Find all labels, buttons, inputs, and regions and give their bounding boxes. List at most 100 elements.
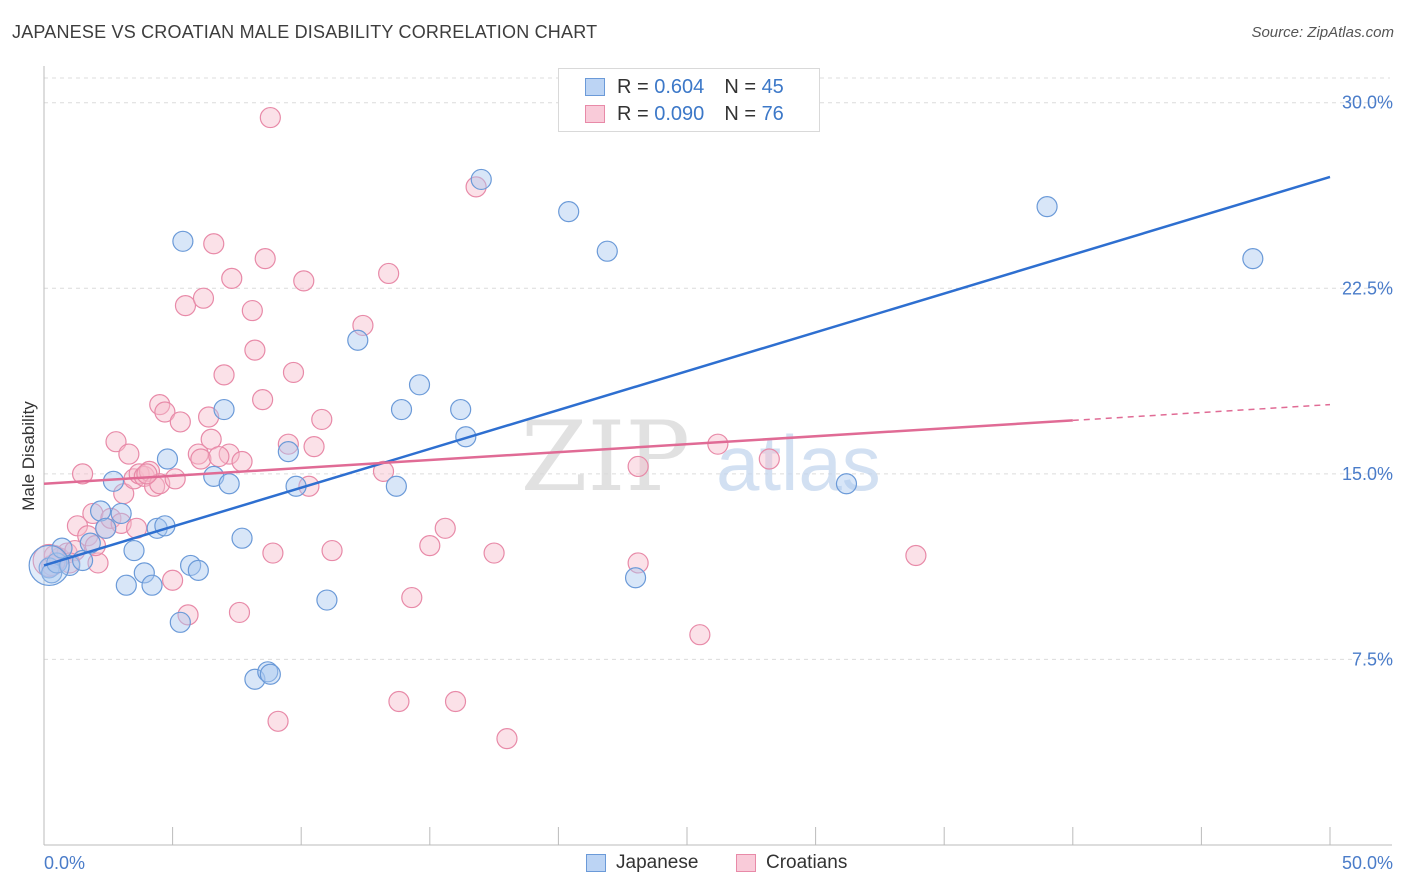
- legend-n-label: N =: [724, 102, 762, 125]
- japanese-point: [231, 527, 253, 549]
- croatians-point: [169, 411, 191, 433]
- japanese-point: [187, 559, 209, 581]
- japanese-point: [115, 574, 137, 596]
- croatians-point: [262, 542, 284, 564]
- y-axis-label: Male Disability: [19, 401, 38, 511]
- croatians-point: [259, 106, 281, 129]
- croatians-point: [177, 604, 199, 626]
- croatians-point: [254, 248, 276, 270]
- legend-row-croatians: R = 0.090 N = 76: [585, 102, 784, 126]
- bottom-legend-swatch-croatians: [736, 854, 756, 872]
- croatians-point: [496, 728, 518, 750]
- croatians-point: [627, 455, 649, 478]
- japanese-trend-line: [43, 175, 1331, 567]
- legend-swatch-croatians: [585, 105, 605, 123]
- source-label: Source: ZipAtlas.com: [1251, 24, 1394, 41]
- japanese-point: [347, 329, 369, 351]
- japanese-point: [169, 611, 191, 633]
- watermark-atlas: atlas: [716, 419, 881, 507]
- croatians-point: [707, 433, 729, 455]
- croatians-point: [71, 463, 94, 485]
- legend-r-value: 0.604: [654, 75, 705, 98]
- croatians-point: [200, 428, 222, 450]
- japanese-point: [385, 475, 407, 497]
- watermark-zip: ZIP: [521, 401, 690, 513]
- grid-layer: [44, 77, 1390, 660]
- croatians-point: [378, 262, 400, 285]
- croatians-point: [758, 448, 780, 470]
- croatians-point: [154, 401, 176, 423]
- japanese-point: [277, 441, 299, 463]
- japanese-point: [408, 374, 431, 396]
- croatians-point: [82, 502, 104, 525]
- croatians-point: [282, 361, 305, 384]
- croatians-point: [208, 445, 230, 468]
- croatians-trend-extension: [1072, 403, 1331, 422]
- croatians-point: [241, 299, 263, 322]
- croatians-point: [244, 339, 266, 361]
- croatians-point: [87, 552, 109, 574]
- axis-layer: [43, 66, 1392, 846]
- japanese-point: [89, 500, 112, 522]
- croatians-point: [372, 460, 395, 482]
- legend-r-value: 0.090: [654, 102, 705, 125]
- japanese-point: [624, 567, 647, 589]
- correlation-legend: R = 0.604 N = 45 R = 0.090 N = 76: [558, 68, 820, 132]
- bottom-legend-croatians: Croatians: [736, 852, 847, 874]
- tick-labels: 7.5% 15.0% 22.5% 30.0% 0.0% 50.0%: [44, 93, 1393, 873]
- legend-n-value: 45: [761, 75, 784, 98]
- legend-n-value: 76: [761, 102, 784, 125]
- y-tick-label: 7.5%: [1352, 649, 1393, 669]
- japanese-point: [218, 473, 240, 495]
- bottom-legend-japanese: Japanese: [586, 852, 698, 874]
- croatians-point: [100, 507, 122, 530]
- japanese-point: [110, 502, 132, 525]
- croatians-point: [164, 468, 186, 490]
- japanese-point: [123, 539, 145, 562]
- bottom-legend-label-croatians: Croatians: [766, 852, 848, 873]
- croatians-point: [174, 295, 197, 317]
- legend-n-label: N =: [724, 75, 762, 98]
- japanese-point: [133, 562, 155, 584]
- y-tick-label: 30.0%: [1342, 93, 1393, 113]
- japanese-point: [257, 661, 279, 683]
- croatians-point: [162, 569, 184, 591]
- croatians-point: [136, 463, 158, 485]
- watermark: ZIP atlas: [521, 401, 881, 513]
- croatians-point: [419, 535, 441, 557]
- croatians-point: [203, 233, 225, 255]
- croatians-point: [118, 443, 140, 465]
- japanese-point: [203, 465, 225, 487]
- japanese-point: [450, 398, 472, 421]
- croatians-point: [213, 364, 235, 386]
- japanese-point: [558, 201, 580, 223]
- croatians-point: [303, 436, 325, 458]
- croatians-point: [192, 287, 215, 309]
- y-tick-label: 15.0%: [1342, 464, 1393, 484]
- croatians-point: [190, 448, 212, 470]
- chart-title: JAPANESE VS CROATIAN MALE DISABILITY COR…: [12, 22, 598, 42]
- croatians-point: [401, 586, 423, 609]
- croatians-point: [105, 431, 127, 453]
- japanese-point: [835, 473, 858, 495]
- croatians-point: [434, 517, 456, 539]
- japanese-point: [102, 470, 125, 492]
- japanese-point: [390, 398, 413, 421]
- japanese-point: [79, 532, 101, 554]
- croatians-point: [388, 690, 410, 713]
- croatians-points: [32, 106, 927, 750]
- croatians-point: [231, 450, 253, 473]
- croatians-point: [689, 624, 711, 646]
- japanese-point: [1242, 248, 1264, 270]
- y-tick-label: 22.5%: [1342, 278, 1393, 298]
- trend-lines: [43, 175, 1331, 567]
- legend-r-label: R =: [617, 75, 655, 98]
- croatians-point: [277, 433, 299, 455]
- japanese-point: [470, 168, 492, 191]
- croatians-point: [221, 267, 243, 290]
- x-tick-label: 50.0%: [1342, 853, 1393, 873]
- croatians-point: [444, 690, 467, 713]
- legend-swatch-japanese: [585, 78, 605, 96]
- croatians-trend-line: [43, 419, 1073, 486]
- croatians-point: [293, 270, 315, 292]
